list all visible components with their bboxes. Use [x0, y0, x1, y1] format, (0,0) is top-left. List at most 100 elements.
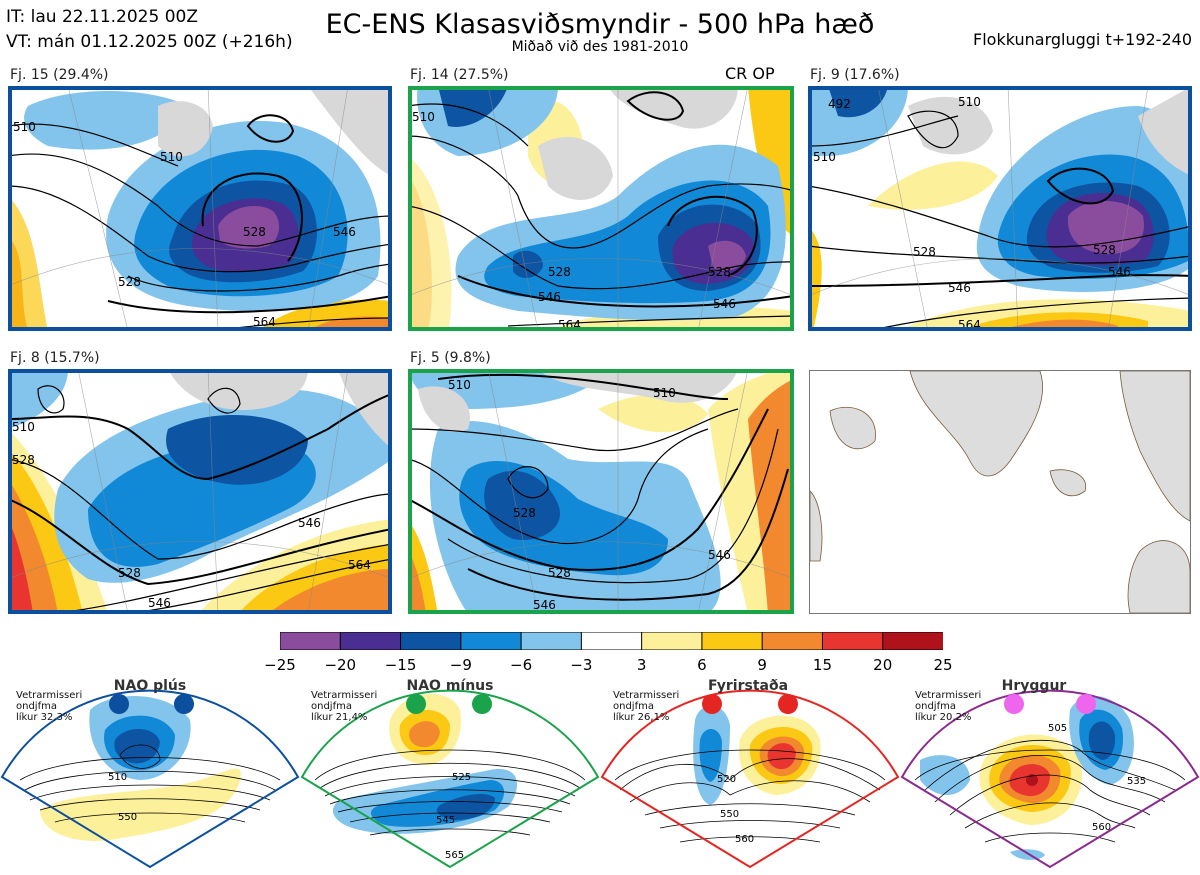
- colorbar-segment: [580, 631, 643, 651]
- contour-label: 528: [548, 566, 571, 580]
- regime-contour-label: 560: [735, 834, 754, 845]
- contour-label: 564: [348, 558, 371, 572]
- regime-1-info: Vetrarmisseri ondjfma líkur 32,3%: [16, 690, 82, 723]
- colorbar-segment: [821, 631, 884, 651]
- regime-2-title: NAO mínus: [406, 678, 494, 694]
- regime-4-info: Vetrarmisseri ondjfma líkur 20,2%: [915, 690, 981, 723]
- colorbar-tick-label: 25: [933, 656, 953, 674]
- regime-contour-label: 510: [108, 772, 127, 783]
- colorbar-segment: [279, 631, 342, 651]
- colorbar-segment: [520, 631, 583, 651]
- contour-label: 546: [708, 548, 731, 562]
- colorbar-segment: [641, 631, 703, 651]
- regime-3-title: Fyrirstaða: [707, 678, 789, 694]
- contour-label: 528: [12, 453, 35, 467]
- cluster-map-1: 510 528 528 546 564 510: [8, 86, 392, 331]
- regime-3-info: Vetrarmisseri ondjfma líkur 26,1%: [613, 690, 679, 723]
- regime-blocking: 520 550 560: [600, 680, 900, 871]
- colorbar: [279, 631, 944, 651]
- cluster-3-label: Fj. 9 (17.6%): [810, 67, 900, 83]
- contour-label: 546: [1108, 265, 1131, 279]
- colorbar-tick-label: 3: [636, 656, 647, 674]
- control-operational-label: CR OP: [725, 64, 775, 83]
- colorbar-tick-label: −9: [449, 656, 472, 674]
- cluster-1-frame: [8, 86, 392, 331]
- regime-2-info: Vetrarmisseri ondjfma líkur 21,4%: [311, 690, 377, 723]
- contour-label: 510: [412, 110, 435, 124]
- cluster-4-label: Fj. 8 (15.7%): [10, 350, 100, 366]
- classification-window: Flokkunargluggi t+192-240: [973, 30, 1192, 49]
- regime-2-dot-left: [406, 694, 426, 714]
- regime-info-line: ondjfma: [915, 701, 956, 712]
- regime-contour-label: 535: [1127, 776, 1146, 787]
- empty-base-map: [809, 370, 1191, 614]
- regime-info-line: Vetrarmisseri: [16, 690, 83, 701]
- colorbar-segment: [339, 631, 402, 651]
- regime-contour-label: 505: [1048, 723, 1067, 734]
- colorbar-segment: [701, 631, 764, 651]
- regime-3-dot-right: [778, 694, 798, 714]
- contour-label: 546: [298, 516, 321, 530]
- regime-3-dot-left: [702, 694, 722, 714]
- regime-1-title: NAO plús: [113, 678, 187, 694]
- contour-label: 528: [548, 265, 571, 279]
- colorbar-tick-label: 6: [697, 656, 707, 674]
- cluster-map-2: 510 528 528 546 546 564: [408, 86, 794, 331]
- colorbar-tick-label: −25: [264, 656, 296, 674]
- regime-1-dot-left: [109, 694, 129, 714]
- regime-info-line: ondjfma: [311, 701, 352, 712]
- regime-info-line: ondjfma: [16, 701, 57, 712]
- regime-info-line: líkur 32,3%: [16, 712, 73, 723]
- regime-contour-label: 560: [1092, 822, 1111, 833]
- contour-label: 510: [653, 386, 676, 400]
- contour-label: 528: [513, 506, 536, 520]
- cluster-map-5: 510 510 528 528 546 546: [408, 369, 794, 614]
- colorbar-tick-label: −3: [570, 656, 593, 674]
- colorbar-tick-label: −15: [384, 656, 417, 674]
- contour-label: 510: [13, 120, 36, 134]
- valid-time: VT: mán 01.12.2025 00Z (+216h): [6, 32, 293, 52]
- cluster-2-label: Fj. 14 (27.5%): [410, 67, 509, 83]
- cluster-3-frame: [808, 86, 1192, 331]
- contour-label: 510: [12, 420, 35, 434]
- regime-1-dot-right: [174, 694, 194, 714]
- regime-contour-label: 565: [445, 850, 464, 861]
- contour-label: 528: [708, 265, 731, 279]
- colorbar-segment: [882, 631, 944, 651]
- cluster-map-4: 510 528 528 546 546 564: [8, 369, 392, 614]
- contour-label: 528: [913, 245, 936, 259]
- cluster-4-frame: [8, 369, 392, 614]
- regime-nao-plus: 510 550: [0, 680, 300, 871]
- page-subtitle: Miðað við des 1981-2010: [511, 39, 689, 55]
- regime-contour-label: 520: [717, 774, 736, 785]
- regime-info-line: líkur 20,2%: [915, 712, 972, 723]
- colorbar-tick-label: 20: [873, 656, 893, 674]
- regime-info-line: Vetrarmisseri: [915, 690, 982, 701]
- regime-contour-label: 550: [720, 809, 739, 820]
- regime-info-line: líkur 26,1%: [613, 712, 670, 723]
- regime-2-dot-right: [472, 694, 492, 714]
- regime-4-dot-left: [1004, 694, 1024, 714]
- contour-label: 564: [253, 315, 276, 329]
- colorbar-tick-label: 9: [757, 656, 767, 674]
- contour-label: 528: [118, 566, 141, 580]
- cluster-5-label: Fj. 5 (9.8%): [410, 350, 491, 366]
- regime-row: 510 550 Vetrarmisseri ondjfma líkur 32,3…: [0, 678, 1200, 871]
- regime-contour-label: 525: [452, 772, 471, 783]
- contour-label: 528: [243, 225, 266, 239]
- contour-label: 510: [448, 378, 471, 392]
- colorbar-segment: [460, 631, 523, 651]
- regime-4-title: Hryggur: [1001, 678, 1067, 694]
- init-time: IT: lau 22.11.2025 00Z: [6, 7, 198, 27]
- colorbar-tick-label: 15: [812, 656, 832, 674]
- page-title: EC-ENS Klasasviðsmyndir - 500 hPa hæð: [325, 9, 875, 40]
- regime-nao-minus: 525 545 565: [300, 680, 600, 871]
- colorbar-segment: [761, 631, 824, 651]
- cluster-5-frame: [408, 369, 794, 614]
- regime-ridge: 505 535 560: [900, 680, 1200, 871]
- regime-contour-label: 545: [436, 815, 455, 826]
- regime-4-dot-right: [1076, 694, 1096, 714]
- regime-info-line: Vetrarmisseri: [311, 690, 378, 701]
- colorbar-tick-label: −20: [324, 656, 357, 674]
- contour-label: 546: [533, 598, 556, 612]
